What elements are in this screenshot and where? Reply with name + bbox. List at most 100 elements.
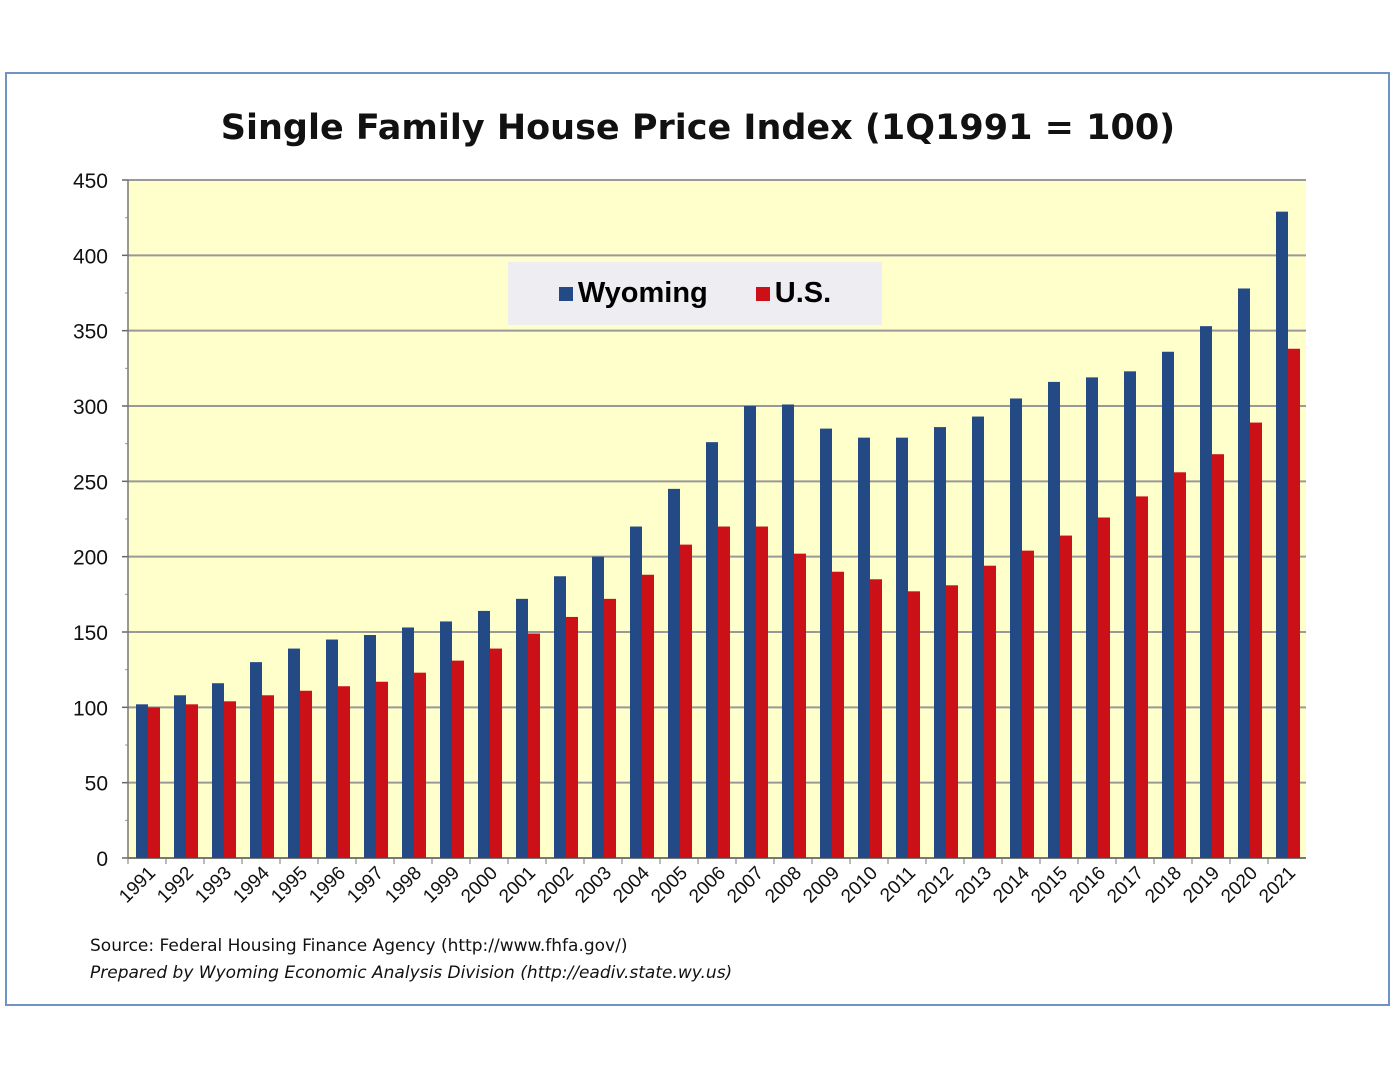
bar-wyoming-2014	[1010, 398, 1022, 858]
x-tick-label: 2015	[1027, 863, 1072, 908]
bar-us-1992	[186, 704, 198, 858]
x-tick-label: 1995	[267, 863, 312, 908]
bar-us-2013	[984, 565, 996, 858]
bar-wyoming-1992	[174, 695, 186, 858]
x-tick-label: 2013	[951, 863, 996, 908]
bar-us-1994	[262, 695, 274, 858]
y-tick-label: 250	[73, 471, 108, 494]
bar-wyoming-2013	[972, 416, 984, 858]
chart-title: Single Family House Price Index (1Q1991 …	[220, 108, 1176, 148]
x-tick-label: 2001	[495, 863, 540, 908]
x-tick-label: 2019	[1179, 863, 1224, 908]
bar-wyoming-2002	[554, 576, 566, 858]
x-tick-label: 2000	[457, 863, 502, 908]
bar-wyoming-1996	[326, 639, 338, 858]
bar-wyoming-1991	[136, 704, 148, 858]
bar-us-2016	[1098, 517, 1110, 858]
bar-us-2007	[756, 526, 768, 858]
x-tick-label: 2006	[685, 863, 730, 908]
x-tick-label: 1991	[115, 863, 160, 908]
bar-us-2019	[1212, 454, 1224, 858]
bar-wyoming-1998	[402, 627, 414, 858]
bar-us-2000	[490, 648, 502, 858]
bar-us-2010	[870, 579, 882, 858]
bar-us-2002	[566, 616, 578, 858]
bar-us-2008	[794, 553, 806, 858]
bar-us-1991	[148, 707, 160, 858]
bar-wyoming-1994	[250, 662, 262, 858]
bar-wyoming-2020	[1238, 288, 1250, 859]
bar-us-1997	[376, 681, 388, 858]
bar-wyoming-2009	[820, 428, 832, 858]
bar-wyoming-2008	[782, 404, 794, 858]
x-tick-label: 2020	[1217, 863, 1262, 908]
y-tick-label: 50	[85, 773, 108, 796]
chart-frame	[5, 72, 1390, 1006]
bar-wyoming-2001	[516, 598, 528, 858]
x-tick-label: 1996	[305, 863, 350, 908]
y-tick-label: 400	[73, 245, 108, 268]
bar-us-2020	[1250, 422, 1262, 858]
bar-us-2003	[604, 598, 616, 858]
bar-wyoming-2021	[1276, 211, 1288, 858]
x-tick-label: 2010	[837, 863, 882, 908]
bar-wyoming-1999	[440, 621, 452, 858]
bar-us-2004	[642, 574, 654, 858]
y-tick-label: 100	[73, 697, 108, 720]
prepared-by-note: Prepared by Wyoming Economic Analysis Di…	[90, 963, 733, 983]
x-tick-label: 2004	[609, 862, 654, 907]
x-tick-label: 1997	[343, 863, 388, 908]
legend-swatch-wyoming	[558, 286, 573, 301]
bar-wyoming-2010	[858, 437, 870, 858]
bar-us-2015	[1060, 535, 1072, 858]
bar-wyoming-1993	[212, 683, 224, 858]
bar-us-2021	[1288, 348, 1300, 858]
bar-us-2005	[680, 544, 692, 858]
x-tick-label: 1992	[153, 863, 198, 908]
bar-wyoming-2006	[706, 442, 718, 858]
x-tick-label: 2017	[1103, 863, 1148, 908]
bar-wyoming-1997	[364, 635, 376, 858]
y-tick-label: 450	[73, 170, 108, 193]
bar-wyoming-1995	[288, 648, 300, 858]
y-tick-label: 150	[73, 622, 108, 645]
bar-us-2012	[946, 585, 958, 858]
bar-wyoming-2000	[478, 610, 490, 858]
legend-item-us: U.S.	[755, 277, 831, 310]
bar-us-1995	[300, 690, 312, 858]
x-tick-label: 2012	[913, 863, 958, 908]
bar-wyoming-2012	[934, 427, 946, 858]
bar-us-1999	[452, 660, 464, 858]
bar-us-1996	[338, 686, 350, 858]
bar-us-1998	[414, 672, 426, 858]
x-tick-label: 2007	[723, 863, 768, 908]
y-tick-label: 300	[73, 396, 108, 419]
bar-us-2009	[832, 571, 844, 858]
x-tick-label: 2016	[1065, 863, 1110, 908]
bar-wyoming-2017	[1124, 371, 1136, 858]
x-tick-label: 2002	[533, 863, 578, 908]
bar-wyoming-2016	[1086, 377, 1098, 858]
x-tick-label: 2021	[1255, 863, 1300, 908]
bar-wyoming-2005	[668, 488, 680, 858]
x-tick-label: 2009	[799, 863, 844, 908]
x-tick-label: 1993	[191, 863, 236, 908]
y-tick-label: 0	[96, 848, 108, 871]
x-tick-label: 2005	[647, 863, 692, 908]
legend-item-wyoming: Wyoming	[558, 277, 708, 310]
bar-wyoming-2018	[1162, 351, 1174, 858]
bar-wyoming-2004	[630, 526, 642, 858]
y-tick-label: 350	[73, 321, 108, 344]
x-tick-label: 2014	[989, 862, 1034, 907]
legend-swatch-us	[755, 286, 770, 301]
y-tick-label: 200	[73, 547, 108, 570]
bar-wyoming-2003	[592, 556, 604, 858]
legend-label-wyoming: Wyoming	[577, 277, 708, 309]
x-tick-label: 1994	[229, 862, 274, 907]
bar-us-2017	[1136, 496, 1148, 858]
legend: Wyoming U.S.	[508, 262, 882, 325]
source-note: Source: Federal Housing Finance Agency (…	[90, 936, 628, 956]
bar-wyoming-2007	[744, 406, 756, 858]
bar-us-2018	[1174, 472, 1186, 858]
